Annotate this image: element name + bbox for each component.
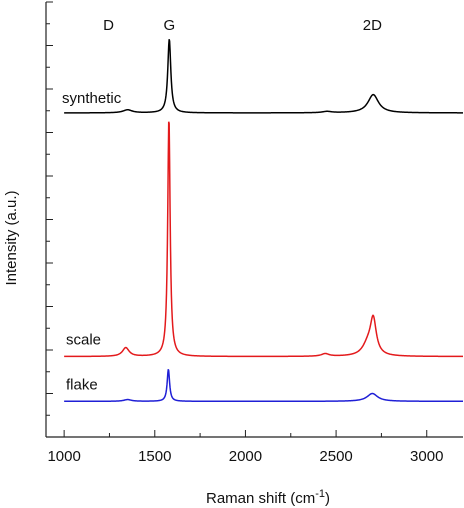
- peak-label-g: G: [163, 17, 175, 34]
- x-tick-label: 2500: [319, 448, 352, 465]
- x-axis-title: Raman shift (cm-1): [206, 488, 330, 507]
- series-line-scale: [64, 121, 463, 358]
- x-tick-label: 2000: [229, 448, 262, 465]
- plot-area: 1000 1500 2000 2500 3000 synthetic scale flake…: [45, 1, 463, 465]
- y-ticks: [46, 1, 53, 438]
- x-tick-label: 1000: [47, 448, 80, 465]
- series-labels: synthetic scale flake: [62, 90, 122, 393]
- series-label-flake: flake: [66, 376, 98, 393]
- series-line-synthetic: [64, 39, 463, 114]
- y-axis-title: Intensity (a.u.): [3, 190, 20, 285]
- series-line-flake: [64, 369, 463, 403]
- series-label-scale: scale: [66, 332, 101, 349]
- peak-labels: D G 2D: [103, 17, 382, 34]
- x-ticks: 1000 1500 2000 2500 3000: [47, 430, 443, 465]
- x-tick-label: 1500: [138, 448, 171, 465]
- series-label-synthetic: synthetic: [62, 90, 122, 107]
- peak-label-2d: 2D: [363, 17, 382, 34]
- peak-label-d: D: [103, 17, 114, 34]
- series-lines: [64, 39, 463, 403]
- x-tick-label: 3000: [410, 448, 443, 465]
